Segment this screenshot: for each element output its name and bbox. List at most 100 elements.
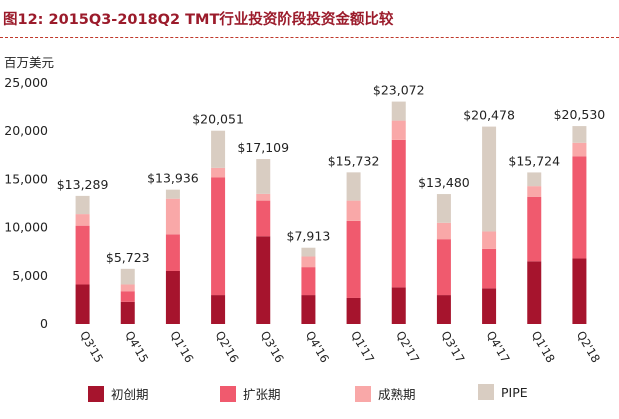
bar-total-label: $13,936: [147, 171, 199, 186]
legend-swatch: [88, 385, 104, 402]
x-category-label: Q2'17: [393, 329, 422, 366]
bar-total-label: $15,724: [508, 153, 560, 168]
legend-label: PIPE: [501, 384, 528, 400]
bar-segment-初创期: [346, 297, 361, 324]
bar-segment-成熟期: [527, 186, 542, 197]
bar-segment-PIPE: [346, 172, 361, 201]
y-tick-label: 20,000: [4, 123, 48, 138]
x-category-label: Q1'16: [167, 329, 196, 366]
bar-total-label: $7,913: [287, 229, 331, 244]
legend-item: PIPE: [478, 384, 528, 400]
title-bar: 图12: 2015Q3-2018Q2 TMT行业投资阶段投资金额比较: [0, 0, 619, 38]
bar-segment-成熟期: [211, 167, 226, 178]
bar-segment-初创期: [211, 295, 226, 324]
legend-item: 初创期: [88, 384, 149, 403]
total-labels-group: $13,289 $5,723 $13,936 $20,051 $17,109 $7,913…: [57, 83, 606, 265]
chart-title: 图12: 2015Q3-2018Q2 TMT行业投资阶段投资金额比较: [3, 12, 394, 28]
y-tick-label: 25,000: [4, 75, 48, 90]
bar-segment-扩张期: [165, 234, 180, 271]
bar-segment-扩张期: [527, 196, 542, 262]
bar-segment-PIPE: [165, 189, 180, 199]
bar-segment-PIPE: [211, 130, 226, 168]
x-category-label: Q2'16: [212, 329, 241, 366]
y-tick-label: 10,000: [4, 220, 48, 235]
bar-segment-扩张期: [391, 139, 406, 288]
bar-segment-成熟期: [572, 142, 587, 157]
x-category-label: Q2'18: [574, 329, 603, 366]
title-divider: [0, 37, 619, 38]
bar-segment-初创期: [165, 270, 180, 324]
bar-segment-初创期: [527, 261, 542, 324]
bar-segment-初创期: [120, 301, 135, 324]
bar-segment-成熟期: [346, 200, 361, 221]
bar-segment-初创期: [256, 236, 271, 324]
bar-segment-扩张期: [120, 291, 135, 302]
bar-segment-扩张期: [346, 220, 361, 298]
legend-swatch: [478, 384, 494, 400]
bar-segment-扩张期: [436, 239, 451, 296]
x-category-label: Q1'17: [348, 329, 377, 366]
legend-swatch: [220, 385, 236, 402]
y-tick-label: 15,000: [4, 171, 48, 186]
x-axis-category-labels: Q3'15 Q4'15 Q1'16 Q2'16 Q3'16 Q4'16 Q1'17 Q2'17…: [77, 329, 603, 366]
bar-segment-成熟期: [120, 284, 135, 292]
bar-segment-成熟期: [256, 193, 271, 201]
bar-segment-扩张期: [75, 225, 90, 285]
x-category-label: Q4'15: [122, 329, 151, 366]
bar-segment-PIPE: [391, 101, 406, 121]
y-tick-label: 5,000: [12, 268, 48, 283]
bar-segment-成熟期: [301, 256, 316, 268]
legend-item: 成熟期: [355, 384, 416, 403]
bar-segment-成熟期: [75, 214, 90, 226]
legend: 初创期 扩张期 成熟期 PIPE: [0, 378, 619, 408]
bar-segment-PIPE: [301, 247, 316, 257]
bar-total-label: $17,109: [237, 140, 289, 155]
bar-total-label: $20,530: [554, 107, 606, 122]
y-axis-ticks: 0 5,000 10,000 15,000 20,000 25,000: [4, 75, 48, 331]
bar-segment-成熟期: [391, 120, 406, 140]
legend-item: 扩张期: [220, 384, 281, 403]
x-category-label: Q4'17: [483, 329, 512, 366]
bar-segment-PIPE: [436, 194, 451, 223]
bar-total-label: $5,723: [106, 250, 150, 265]
bar-total-label: $20,051: [192, 112, 244, 127]
bar-total-label: $13,480: [418, 175, 470, 190]
bars-group: [75, 101, 587, 324]
bar-total-label: $13,289: [57, 177, 109, 192]
bar-segment-PIPE: [75, 195, 90, 215]
bar-total-label: $20,478: [463, 108, 515, 123]
bar-segment-初创期: [436, 295, 451, 324]
legend-label: 成熟期: [378, 387, 416, 402]
bar-segment-初创期: [301, 295, 316, 324]
bar-segment-成熟期: [165, 198, 180, 235]
x-category-label: Q3'17: [438, 329, 467, 366]
bar-segment-初创期: [75, 284, 90, 324]
bar-segment-成熟期: [482, 231, 497, 249]
legend-swatch: [355, 385, 371, 402]
y-tick-label: 0: [40, 316, 48, 331]
bar-segment-初创期: [482, 288, 497, 324]
bar-segment-PIPE: [256, 159, 271, 194]
y-axis-unit-label: 百万美元: [4, 55, 54, 70]
bar-segment-扩张期: [211, 177, 226, 296]
legend-label: 扩张期: [243, 387, 281, 402]
bar-segment-PIPE: [572, 126, 587, 143]
x-category-label: Q1'18: [529, 329, 558, 366]
bar-segment-PIPE: [527, 172, 542, 187]
legend-label: 初创期: [111, 387, 149, 402]
x-category-label: Q4'16: [303, 329, 332, 366]
bar-segment-扩张期: [482, 248, 497, 289]
bar-segment-初创期: [572, 258, 587, 324]
bar-segment-PIPE: [482, 126, 497, 232]
bar-segment-初创期: [391, 287, 406, 324]
bar-segment-扩张期: [256, 200, 271, 237]
bar-segment-扩张期: [572, 156, 587, 259]
bar-segment-PIPE: [120, 268, 135, 285]
bar-segment-扩张期: [301, 267, 316, 296]
bar-total-label: $23,072: [373, 83, 425, 98]
bar-total-label: $15,732: [328, 153, 380, 168]
x-category-label: Q3'16: [258, 329, 287, 366]
x-category-label: Q3'15: [77, 329, 106, 366]
bar-segment-成熟期: [436, 222, 451, 240]
